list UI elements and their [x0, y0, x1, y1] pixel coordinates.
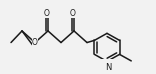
Text: O: O: [44, 9, 50, 18]
Text: N: N: [105, 63, 111, 72]
Text: O: O: [70, 9, 76, 18]
Text: O: O: [32, 38, 38, 47]
